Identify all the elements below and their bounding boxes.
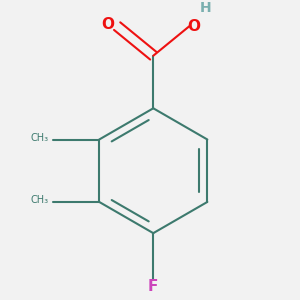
Text: CH₃: CH₃: [30, 133, 48, 143]
Text: O: O: [187, 19, 200, 34]
Text: O: O: [101, 17, 114, 32]
Text: CH₃: CH₃: [30, 195, 48, 205]
Text: F: F: [148, 279, 158, 294]
Text: H: H: [200, 1, 212, 15]
